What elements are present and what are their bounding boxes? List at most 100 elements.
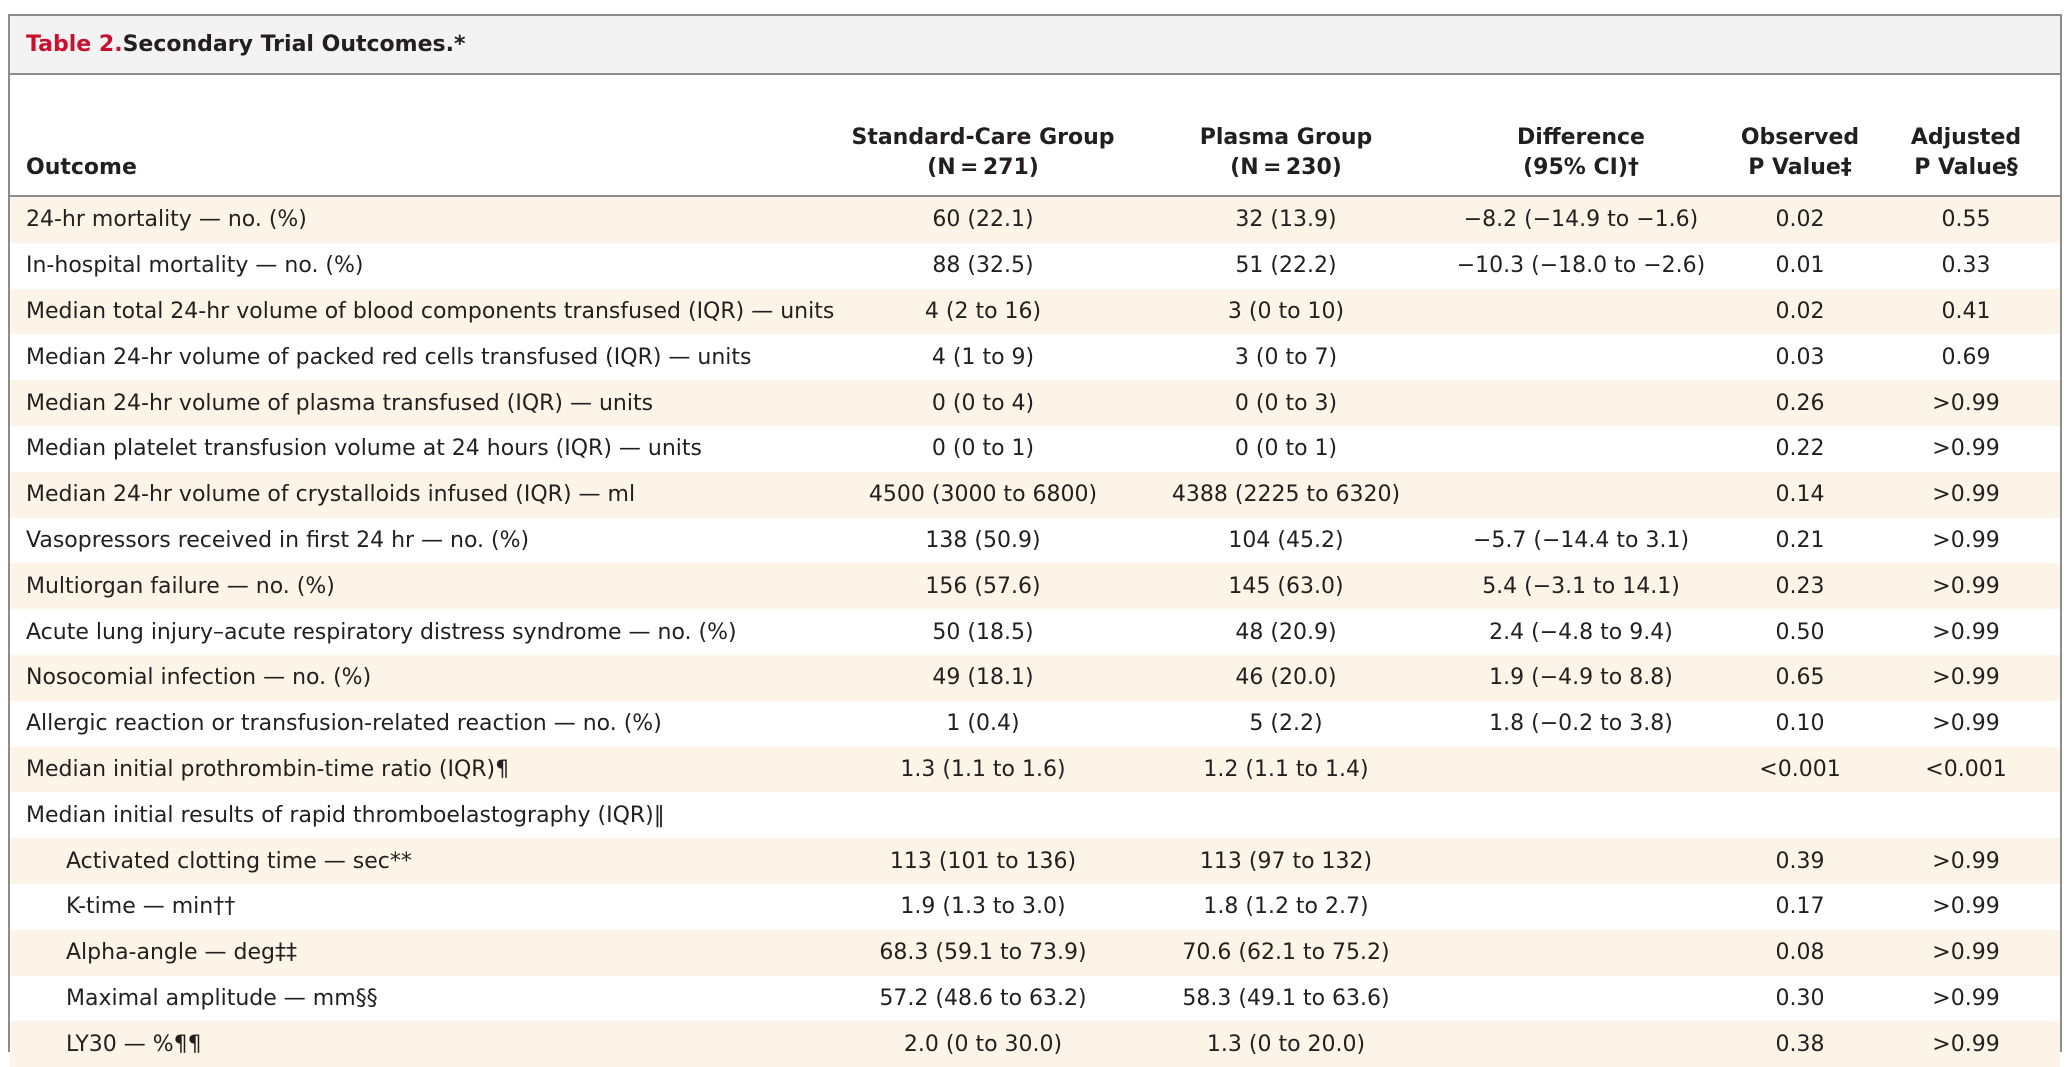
table-row: 24-hr mortality — no. (%) 60 (22.1) 32 (13… — [10, 196, 2060, 243]
header-plasma-line1: Plasma Group — [1199, 125, 1373, 150]
standard-cell: 50 (18.5) — [828, 609, 1138, 655]
outcome-cell: Median 24-hr volume of plasma transfused… — [10, 380, 828, 426]
difference-cell — [1434, 471, 1728, 518]
plasma-cell: 104 (45.2) — [1138, 517, 1434, 564]
outcome-cell: Median platelet transfusion volume at 24… — [10, 425, 828, 472]
plasma-cell — [1138, 792, 1434, 839]
standard-cell: 49 (18.1) — [828, 654, 1138, 701]
observed-p-cell: 0.17 — [1728, 883, 1872, 930]
outcome-cell: Median 24-hr volume of packed red cells … — [10, 334, 828, 381]
table-row: Activated clotting time — sec** 113 (101 … — [10, 838, 2060, 884]
standard-cell: 2.0 (0 to 30.0) — [828, 1021, 1138, 1067]
table-row: Allergic reaction or transfusion-related… — [10, 700, 2060, 747]
standard-cell: 0 (0 to 1) — [828, 425, 1138, 472]
table-row: Median 24-hr volume of plasma transfused… — [10, 380, 2060, 426]
header-adjusted-p: Adjusted P Value§ — [1872, 75, 2060, 197]
standard-cell: 57.2 (48.6 to 63.2) — [828, 975, 1138, 1022]
plasma-cell: 46 (20.0) — [1138, 654, 1434, 701]
plasma-cell: 145 (63.0) — [1138, 563, 1434, 610]
difference-cell — [1434, 1021, 1728, 1067]
plasma-cell: 0 (0 to 3) — [1138, 380, 1434, 426]
adjusted-p-cell: >0.99 — [1872, 517, 2060, 564]
table-row: Maximal amplitude — mm§§ 57.2 (48.6 to 63… — [10, 975, 2060, 1022]
standard-cell: 4500 (3000 to 6800) — [828, 471, 1138, 518]
outcome-cell: 24-hr mortality — no. (%) — [10, 196, 828, 243]
table-row: Multiorgan failure — no. (%) 156 (57.6) 14… — [10, 563, 2060, 610]
plasma-cell: 1.8 (1.2 to 2.7) — [1138, 883, 1434, 930]
observed-p-cell: 0.23 — [1728, 563, 1872, 610]
difference-cell — [1434, 975, 1728, 1022]
adjusted-p-cell: >0.99 — [1872, 838, 2060, 884]
adjusted-p-cell: >0.99 — [1872, 1021, 2060, 1067]
difference-cell — [1434, 288, 1728, 335]
plasma-cell: 70.6 (62.1 to 75.2) — [1138, 929, 1434, 976]
adjusted-p-cell: 0.55 — [1872, 196, 2060, 243]
difference-cell — [1434, 838, 1728, 884]
plasma-cell: 58.3 (49.1 to 63.6) — [1138, 975, 1434, 1022]
observed-p-cell: 0.38 — [1728, 1021, 1872, 1067]
table-row: Median total 24-hr volume of blood compo… — [10, 288, 2060, 335]
adjusted-p-cell: >0.99 — [1872, 929, 2060, 976]
standard-cell: 4 (2 to 16) — [828, 288, 1138, 335]
outcome-cell: Alpha-angle — deg‡‡ — [10, 929, 828, 976]
header-difference: Difference (95% CI)† — [1434, 75, 1728, 197]
plasma-cell: 113 (97 to 132) — [1138, 838, 1434, 884]
outcomes-table: Outcome Standard-Care Group (N = 271) Pl… — [10, 75, 2060, 1067]
table-row: Median 24-hr volume of packed red cells … — [10, 334, 2060, 381]
adjusted-p-cell: >0.99 — [1872, 425, 2060, 472]
difference-cell: 5.4 (−3.1 to 14.1) — [1434, 563, 1728, 610]
observed-p-cell: 0.21 — [1728, 517, 1872, 564]
table-row-group-heading: Median initial results of rapid thromboe… — [10, 792, 2060, 839]
standard-cell: 68.3 (59.1 to 73.9) — [828, 929, 1138, 976]
table-row: Median platelet transfusion volume at 24… — [10, 425, 2060, 472]
standard-cell: 138 (50.9) — [828, 517, 1138, 564]
outcome-cell: LY30 — %¶¶ — [10, 1021, 828, 1067]
outcome-cell: Median total 24-hr volume of blood compo… — [10, 288, 834, 335]
standard-cell: 1.3 (1.1 to 1.6) — [828, 746, 1138, 793]
adjusted-p-cell: >0.99 — [1872, 380, 2060, 426]
header-adjusted-line2: P Value§ — [1914, 155, 2018, 180]
header-standard-line2: (N = 271) — [927, 155, 1039, 180]
plasma-cell: 4388 (2225 to 6320) — [1138, 471, 1434, 518]
standard-cell — [828, 792, 1138, 839]
adjusted-p-cell: 0.69 — [1872, 334, 2060, 381]
standard-cell: 4 (1 to 9) — [828, 334, 1138, 381]
observed-p-cell: 0.02 — [1728, 288, 1872, 335]
adjusted-p-cell: >0.99 — [1872, 471, 2060, 518]
header-difference-line1: Difference — [1517, 125, 1645, 150]
header-observed-line2: P Value‡ — [1748, 155, 1852, 180]
observed-p-cell: 0.02 — [1728, 196, 1872, 243]
table-row: Alpha-angle — deg‡‡ 68.3 (59.1 to 73.9) 70… — [10, 929, 2060, 976]
standard-cell: 1.9 (1.3 to 3.0) — [828, 883, 1138, 930]
outcome-cell: Maximal amplitude — mm§§ — [10, 975, 828, 1022]
adjusted-p-cell: >0.99 — [1872, 700, 2060, 747]
difference-cell: 2.4 (−4.8 to 9.4) — [1434, 609, 1728, 655]
table-row: Acute lung injury–acute respiratory dist… — [10, 609, 2060, 655]
adjusted-p-cell: >0.99 — [1872, 975, 2060, 1022]
difference-cell — [1434, 883, 1728, 930]
plasma-cell: 51 (22.2) — [1138, 242, 1434, 289]
table-row: Vasopressors received in first 24 hr — n… — [10, 517, 2060, 564]
plasma-cell: 1.3 (0 to 20.0) — [1138, 1021, 1434, 1067]
adjusted-p-cell: >0.99 — [1872, 563, 2060, 610]
outcome-cell: Multiorgan failure — no. (%) — [10, 563, 828, 610]
adjusted-p-cell — [1872, 792, 2060, 839]
plasma-cell: 3 (0 to 10) — [1138, 288, 1434, 335]
observed-p-cell: 0.14 — [1728, 471, 1872, 518]
adjusted-p-cell: 0.41 — [1872, 288, 2060, 335]
outcome-cell: Allergic reaction or transfusion-related… — [10, 700, 828, 747]
observed-p-cell: 0.39 — [1728, 838, 1872, 884]
standard-cell: 0 (0 to 4) — [828, 380, 1138, 426]
difference-cell — [1434, 425, 1728, 472]
header-adjusted-line1: Adjusted — [1910, 125, 2022, 150]
standard-cell: 156 (57.6) — [828, 563, 1138, 610]
plasma-cell: 1.2 (1.1 to 1.4) — [1138, 746, 1434, 793]
difference-cell — [1434, 929, 1728, 976]
table-row: In-hospital mortality — no. (%) 88 (32.5)… — [10, 242, 2060, 289]
difference-cell: 1.9 (−4.9 to 8.8) — [1434, 654, 1728, 701]
observed-p-cell: 0.50 — [1728, 609, 1872, 655]
header-plasma-line2: (N = 230) — [1230, 155, 1342, 180]
table-row: Nosocomial infection — no. (%) 49 (18.1) 4… — [10, 654, 2060, 701]
header-standard-care: Standard-Care Group (N = 271) — [828, 75, 1138, 197]
header-row: Outcome Standard-Care Group (N = 271) Pl… — [10, 75, 2060, 197]
